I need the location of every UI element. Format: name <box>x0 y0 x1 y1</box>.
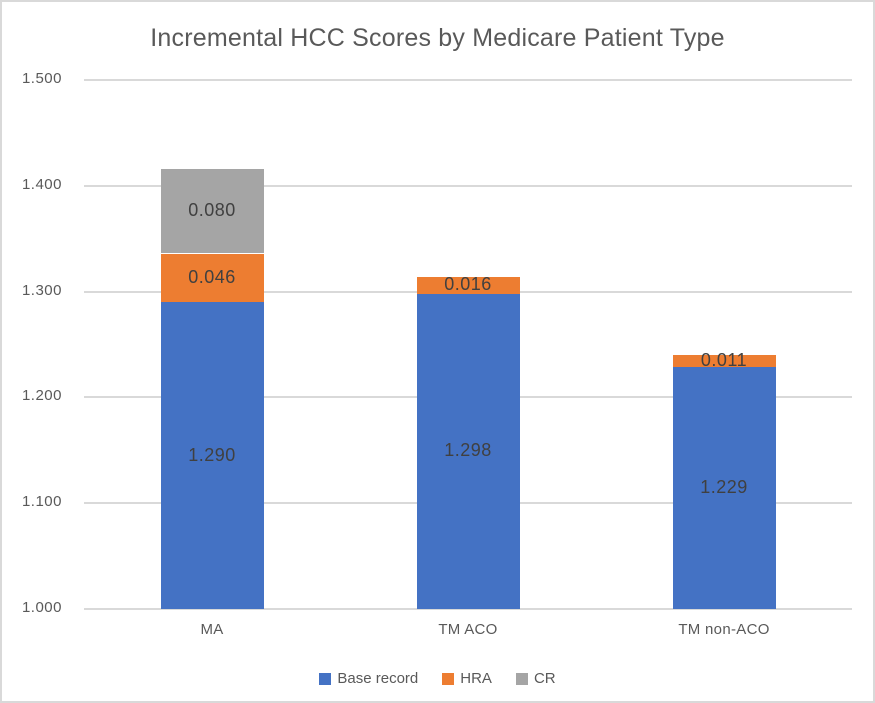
legend-label: Base record <box>337 670 419 687</box>
y-tick-label: 1.400 <box>21 175 62 193</box>
legend-swatch <box>515 672 528 685</box>
data-label: 1.290 <box>188 444 236 465</box>
category-label: TM non-ACO <box>678 621 770 638</box>
gridline <box>84 184 852 187</box>
y-tick-label: 1.000 <box>21 599 62 616</box>
chart-title: Incremental HCC Scores by Medicare Patie… <box>150 24 725 52</box>
y-tick-label: 1.100 <box>21 493 62 511</box>
bar-segment: 1.229 <box>672 366 776 609</box>
data-label: 0.046 <box>188 266 236 287</box>
y-tick-label: 1.200 <box>21 387 62 405</box>
bar-segment: 1.290 <box>160 302 264 609</box>
gridline <box>84 608 852 610</box>
legend-item: Base record <box>319 670 418 687</box>
category-label: MA <box>200 621 224 638</box>
legend: Base record HRA CR <box>2 670 873 687</box>
plot-area: 1.290 0.046 0.080 1.298 0.016 1.229 0.011 <box>84 79 852 610</box>
bar-segment: 0.046 <box>160 253 264 303</box>
category-label: TM ACO <box>438 621 498 638</box>
bar-segment: 0.011 <box>672 350 776 370</box>
legend-label: HRA <box>460 670 492 687</box>
legend-swatch <box>319 672 332 685</box>
data-label: 1.298 <box>444 440 492 461</box>
y-tick-label: 1.500 <box>21 70 62 87</box>
bar-segment: 1.298 <box>416 293 520 609</box>
legend-item: CR <box>515 670 556 687</box>
legend-label: CR <box>533 670 556 687</box>
data-label: 0.016 <box>444 274 492 295</box>
data-label: 1.229 <box>700 476 748 497</box>
y-tick-label: 1.300 <box>21 281 62 299</box>
gridline <box>84 79 852 81</box>
bar-segment: 0.016 <box>416 274 520 295</box>
legend-item: HRA <box>442 670 492 687</box>
legend-swatch <box>442 672 455 685</box>
data-label: 0.080 <box>188 200 236 221</box>
data-label: 0.011 <box>700 349 748 370</box>
bar-segment: 0.080 <box>160 168 264 254</box>
